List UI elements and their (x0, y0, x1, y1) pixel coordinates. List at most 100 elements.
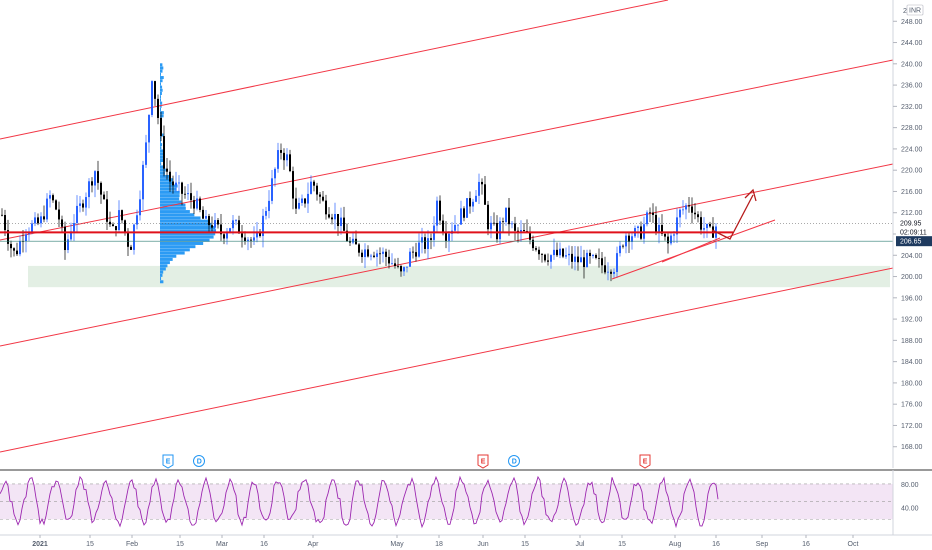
candle-body-65 (196, 198, 198, 209)
candle-body-98 (295, 198, 297, 209)
price-tick-label-13: 220.00 (901, 168, 923, 175)
volume-profile (160, 63, 217, 284)
candle-body-108 (325, 200, 327, 215)
vp-bar (160, 139, 161, 143)
vp-bar (160, 63, 163, 67)
candle-body-234 (703, 228, 705, 230)
candle-body-200 (601, 258, 603, 266)
candle-body-38 (115, 226, 117, 231)
time-tick-label-7: May (390, 541, 404, 548)
candle-body-47 (142, 164, 144, 200)
candle-body-106 (319, 194, 321, 197)
candle-body-80 (241, 233, 243, 238)
vp-bar (160, 232, 216, 236)
candle-body-204 (613, 271, 615, 274)
oscillator-pane[interactable]: 80.00 40.00 (0, 475, 919, 529)
projection-arrowhead (744, 188, 757, 202)
vp-bar (160, 184, 178, 188)
candle-body-219 (658, 225, 660, 232)
price-tick-label-8: 200.00 (901, 274, 923, 281)
vp-bar (160, 88, 163, 92)
time-axis[interactable]: 2021 15 Feb 15 Mar 16 Apr May 18 Jun 15 Jul 15 Aug 16 S… (32, 535, 858, 548)
price-tick-label-11: 212.00 (901, 210, 923, 217)
candle-body-149 (448, 233, 450, 241)
candle-body-1 (4, 215, 6, 231)
candle-body-83 (250, 239, 252, 241)
candle-body-125 (376, 253, 378, 257)
price-tick-label-12: 216.00 (901, 189, 923, 196)
candle-body-205 (616, 253, 618, 272)
candle-body-68 (205, 216, 207, 219)
level-tag-bg (896, 236, 932, 247)
candle-body-16 (49, 195, 51, 199)
vp-bar (160, 111, 164, 115)
vp-bar (160, 155, 163, 159)
event-label-4: E (643, 459, 648, 466)
vp-bar (160, 69, 163, 73)
candle-body-140 (421, 237, 423, 243)
candle-body-152 (457, 224, 459, 226)
candle-body-153 (460, 208, 462, 225)
candle-body-51 (154, 81, 156, 99)
price-tick-label-16: 232.00 (901, 104, 923, 111)
vp-bar (160, 270, 164, 274)
candle-body-78 (235, 220, 237, 222)
candle-body-92 (277, 150, 279, 169)
candle-body-127 (382, 251, 384, 254)
event-label-0: E (166, 459, 171, 466)
candle-body-165 (496, 222, 498, 240)
candle-body-196 (589, 252, 591, 257)
candle-body-27 (82, 203, 84, 208)
vp-bar (160, 98, 161, 102)
candle-body-162 (487, 204, 489, 230)
candle-body-31 (94, 171, 96, 186)
candle-body-95 (286, 154, 288, 161)
candle-body-69 (208, 216, 210, 226)
candle-body-99 (298, 202, 300, 209)
vp-bar (160, 216, 201, 220)
currency-label: INR (909, 8, 921, 15)
candle-body-66 (199, 198, 201, 210)
candle-body-164 (493, 222, 495, 224)
candle-body-57 (172, 181, 174, 186)
candle-body-50 (151, 81, 153, 115)
vp-bar (160, 261, 170, 265)
vp-bar (160, 194, 180, 198)
price-tick-label-18: 240.00 (901, 61, 923, 68)
candle-body-111 (334, 213, 336, 220)
time-tick-label-8: 18 (435, 541, 443, 548)
candle-body-207 (622, 245, 624, 247)
candle-body-185 (556, 249, 558, 256)
candle-body-180 (541, 254, 543, 255)
candle-body-84 (253, 237, 255, 241)
candle-body-26 (79, 203, 81, 206)
vp-bar (160, 178, 173, 182)
candle-body-113 (340, 217, 342, 227)
vp-bar (160, 229, 217, 233)
event-label-3: D (512, 459, 517, 466)
time-tick-label-1: 15 (86, 541, 94, 548)
candle-body-188 (565, 255, 567, 257)
level-tag-value: 206.65 (900, 239, 922, 246)
price-tick-label-14: 224.00 (901, 146, 923, 153)
time-tick-label-16: 16 (802, 541, 810, 548)
vp-bar (160, 82, 161, 86)
candle-body-215 (646, 212, 648, 225)
candle-body-159 (478, 181, 480, 196)
candle-body-151 (454, 225, 456, 231)
candle-body-169 (508, 207, 510, 225)
candle-body-25 (76, 205, 78, 224)
vp-bar (160, 251, 185, 255)
candle-body-41 (124, 220, 126, 232)
candle-body-36 (109, 221, 111, 225)
candle-body-114 (343, 217, 345, 231)
main-pane[interactable] (0, 0, 894, 453)
candle-body-228 (685, 205, 687, 210)
price-tick-label-19: 244.00 (901, 40, 923, 47)
vp-bar (160, 165, 165, 169)
candle-body-229 (688, 205, 690, 207)
candle-body-227 (682, 209, 684, 211)
vp-bar (160, 245, 196, 249)
